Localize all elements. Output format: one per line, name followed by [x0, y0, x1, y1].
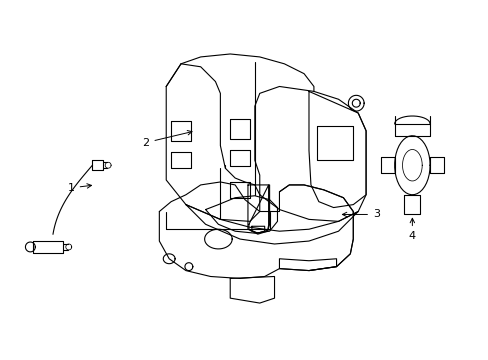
- Text: 4: 4: [408, 218, 415, 241]
- Text: 1: 1: [67, 183, 91, 193]
- Text: 3: 3: [342, 210, 379, 220]
- Text: 2: 2: [142, 131, 192, 148]
